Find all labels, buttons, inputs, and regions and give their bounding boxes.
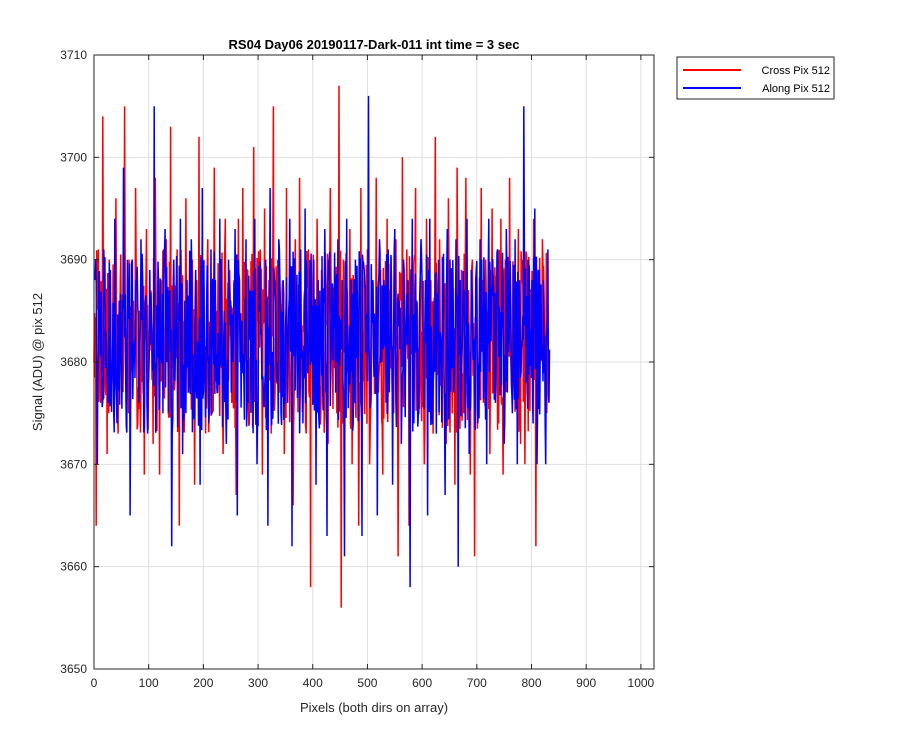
y-tick-label: 3690 — [60, 253, 87, 267]
x-tick-label: 300 — [248, 676, 268, 690]
x-tick-label: 200 — [193, 676, 213, 690]
x-tick-label: 400 — [303, 676, 323, 690]
x-tick-label: 500 — [357, 676, 377, 690]
ticks: 0 100 200 300 400 500 600 700 800 900 1000 3650 3660… — [60, 48, 654, 690]
x-tick-label: 0 — [91, 676, 98, 690]
y-tick-label: 3670 — [60, 457, 87, 471]
along-pix-512-line — [94, 95, 551, 588]
x-tick-label: 1000 — [628, 676, 655, 690]
y-tick-label: 3710 — [60, 48, 87, 62]
x-tick-label: 600 — [412, 676, 432, 690]
legend-label-along: Along Pix 512 — [762, 83, 830, 95]
series-layer — [93, 85, 551, 608]
x-axis-label: Pixels (both dirs on array) — [300, 700, 448, 715]
chart-title: RS04 Day06 20190117-Dark-011 int time = … — [229, 37, 520, 52]
y-tick-label: 3650 — [60, 662, 87, 676]
x-tick-label: 800 — [521, 676, 541, 690]
y-tick-label: 3700 — [60, 150, 87, 164]
x-tick-label: 700 — [467, 676, 487, 690]
legend-label-cross: Cross Pix 512 — [762, 65, 830, 77]
y-tick-label: 3660 — [60, 560, 87, 574]
legend-box — [676, 56, 835, 100]
y-tick-label: 3680 — [60, 355, 87, 369]
x-tick-label: 900 — [576, 676, 596, 690]
x-tick-label: 100 — [139, 676, 159, 690]
legend: Cross Pix 512 Along Pix 512 — [676, 56, 835, 100]
y-axis-label: Signal (ADU) @ pix 512 — [30, 293, 45, 431]
